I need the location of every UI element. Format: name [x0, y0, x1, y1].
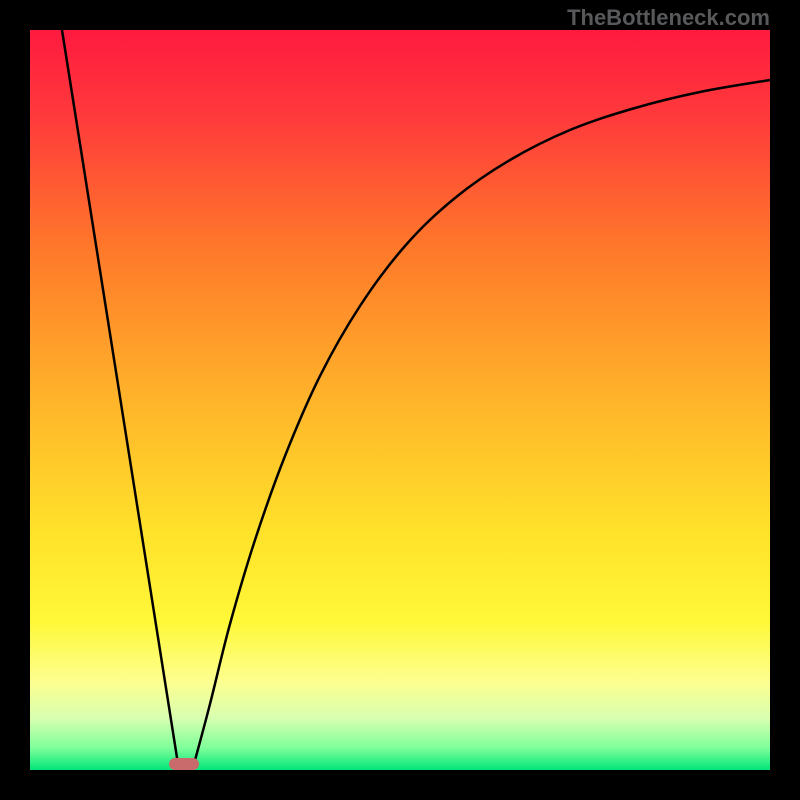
minimum-marker [169, 758, 199, 770]
chart-container: TheBottleneck.com [0, 0, 800, 800]
bottleneck-curve [30, 30, 770, 770]
curve-left-line [62, 30, 178, 764]
watermark-text: TheBottleneck.com [567, 5, 770, 31]
curve-right-arc [194, 80, 770, 764]
plot-area [30, 30, 770, 770]
